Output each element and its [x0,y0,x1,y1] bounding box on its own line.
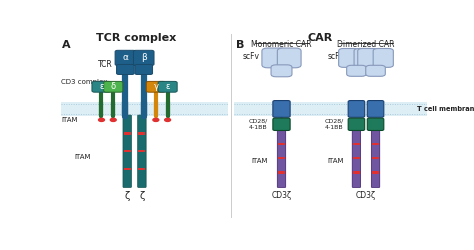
Text: ε: ε [165,82,170,91]
Bar [278,172,285,173]
Bar [124,132,131,134]
Text: CAR: CAR [308,33,333,43]
Bar [138,150,146,152]
Text: T cell membrane: T cell membrane [418,106,474,112]
FancyBboxPatch shape [117,64,134,74]
FancyBboxPatch shape [348,118,365,130]
Bar [138,168,146,170]
FancyBboxPatch shape [354,48,374,67]
Text: TCR: TCR [98,60,112,69]
Circle shape [164,118,171,122]
Text: scFv: scFv [243,52,260,62]
FancyBboxPatch shape [338,48,359,67]
FancyBboxPatch shape [271,65,292,77]
Text: CD28/
4-1BB: CD28/ 4-1BB [324,119,344,130]
FancyBboxPatch shape [277,129,286,188]
Text: ITAM: ITAM [251,158,267,164]
FancyBboxPatch shape [366,65,385,76]
Bar [124,150,131,152]
FancyBboxPatch shape [123,115,131,188]
Text: A: A [62,40,71,50]
Text: scFv: scFv [328,52,345,62]
FancyBboxPatch shape [277,48,301,68]
FancyBboxPatch shape [358,48,378,67]
Text: Monomeric CAR: Monomeric CAR [251,40,312,48]
FancyBboxPatch shape [346,65,366,76]
Text: α: α [122,54,128,62]
FancyBboxPatch shape [262,48,286,68]
FancyBboxPatch shape [352,129,361,188]
Text: δ: δ [111,82,116,91]
Circle shape [153,118,159,122]
Text: B: B [237,40,245,50]
Text: γ: γ [154,82,158,91]
Bar [372,157,379,159]
Bar [61,102,228,116]
Text: ζ: ζ [125,191,130,201]
FancyBboxPatch shape [137,115,146,188]
Text: ITAM: ITAM [327,158,344,164]
FancyBboxPatch shape [158,82,177,92]
FancyBboxPatch shape [146,82,165,92]
Text: ITAM: ITAM [74,154,91,160]
Text: CD3 complex: CD3 complex [61,79,107,85]
FancyBboxPatch shape [135,64,153,74]
FancyBboxPatch shape [273,100,290,117]
Bar [234,102,427,116]
Text: ε: ε [99,82,104,91]
FancyBboxPatch shape [92,82,111,92]
Text: ITAM: ITAM [61,117,78,123]
Circle shape [99,118,104,122]
Text: Dimerized CAR: Dimerized CAR [337,40,395,48]
Bar [124,168,131,170]
Text: β: β [141,54,146,62]
FancyBboxPatch shape [367,118,384,130]
Text: ζ: ζ [139,191,145,201]
FancyBboxPatch shape [134,50,154,66]
Bar [353,157,360,159]
Text: TCR complex: TCR complex [96,33,176,43]
FancyBboxPatch shape [373,48,393,67]
FancyBboxPatch shape [348,100,365,117]
FancyBboxPatch shape [371,129,380,188]
Bar [278,157,285,159]
Text: CD28/
4-1BB: CD28/ 4-1BB [248,119,267,130]
Bar [138,132,146,134]
FancyBboxPatch shape [273,118,290,130]
FancyBboxPatch shape [115,50,136,66]
Bar [353,143,360,145]
Text: CD3ζ: CD3ζ [272,191,292,200]
FancyBboxPatch shape [367,100,384,117]
FancyBboxPatch shape [104,82,123,92]
Bar [372,172,379,173]
Circle shape [110,118,116,122]
Text: CD3ζ: CD3ζ [356,191,376,200]
Bar [372,143,379,145]
Bar [353,172,360,173]
Bar [278,143,285,145]
